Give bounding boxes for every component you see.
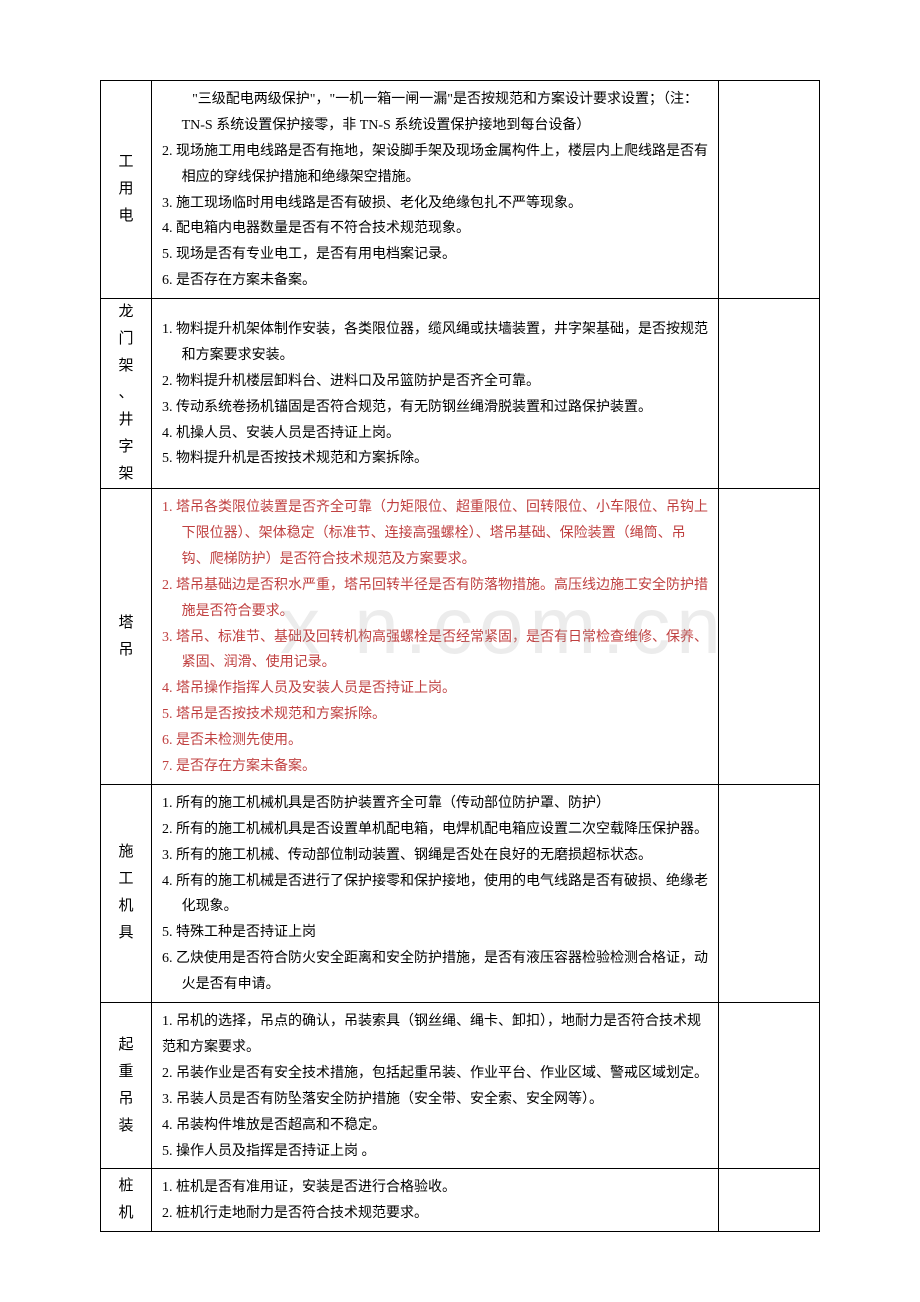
content-item: 6. 是否存在方案未备案。 [162,268,708,294]
content-item: 1. 吊机的选择，吊点的确认，吊装索具（钢丝绳、绳卡、卸扣），地耐力是否符合技术… [162,1009,708,1061]
row-label: 塔吊 [101,489,152,785]
content-item: 4. 所有的施工机械是否进行了保护接零和保护接地，使用的电气线路是否有破损、绝缘… [162,869,708,921]
content-item: 5. 物料提升机是否按技术规范和方案拆除。 [162,446,708,472]
row-blank [719,299,820,489]
content-item: 7. 是否存在方案未备案。 [162,754,708,780]
label-char: 重 [101,1059,151,1086]
label-char: 、 [101,380,151,407]
label-char: 工 [101,866,151,893]
content-item: 2. 物料提升机楼层卸料台、进料口及吊篮防护是否齐全可靠。 [162,369,708,395]
content-item: 3. 塔吊、标准节、基础及回转机构高强螺栓是否经常紧固，是否有日常检查维修、保养… [162,625,708,677]
table-row: 塔吊1. 塔吊各类限位装置是否齐全可靠（力矩限位、超重限位、回转限位、小车限位、… [101,489,820,785]
content-item: 5. 现场是否有专业电工，是否有用电档案记录。 [162,242,708,268]
content-item: 1. 物料提升机架体制作安装，各类限位器，缆风绳或扶墙装置，井字架基础，是否按规… [162,317,708,369]
label-char: 电 [101,203,151,230]
table-row: 起重吊装1. 吊机的选择，吊点的确认，吊装索具（钢丝绳、绳卡、卸扣），地耐力是否… [101,1003,820,1169]
row-label: 施工机具 [101,784,152,1002]
label-char: 井 [101,407,151,434]
row-blank [719,784,820,1002]
label-char: 桩 [101,1173,151,1200]
content-item: 2. 所有的施工机械机具是否设置单机配电箱，电焊机配电箱应设置二次空载降压保护器… [162,817,708,843]
row-label: 龙门架、井字架 [101,299,152,489]
content-item: 3. 吊装人员是否有防坠落安全防护措施（安全带、安全索、安全网等）。 [162,1087,708,1113]
row-content: 1. 桩机是否有准用证，安装是否进行合格验收。2. 桩机行走地耐力是否符合技术规… [152,1169,719,1232]
content-item: 5. 特殊工种是否持证上岗 [162,920,708,946]
row-label: 桩机 [101,1169,152,1232]
content-item: 2. 现场施工用电线路是否有拖地，架设脚手架及现场金属构件上，楼层内上爬线路是否… [162,139,708,191]
row-blank [719,81,820,299]
row-blank [719,1003,820,1169]
row-content: 1. 物料提升机架体制作安装，各类限位器，缆风绳或扶墙装置，井字架基础，是否按规… [152,299,719,489]
content-item: 3. 传动系统卷扬机锚固是否符合规范，有无防钢丝绳滑脱装置和过路保护装置。 [162,395,708,421]
content-item: "三级配电两级保护"，"一机一箱一闸一漏"是否按规范和方案设计要求设置；（注：T… [162,87,708,139]
label-char: 架 [101,353,151,380]
table-row: 工用电 "三级配电两级保护"，"一机一箱一闸一漏"是否按规范和方案设计要求设置；… [101,81,820,299]
row-content: 1. 所有的施工机械机具是否防护装置齐全可靠（传动部位防护罩、防护）2. 所有的… [152,784,719,1002]
label-char: 塔 [101,610,151,637]
label-char: 具 [101,920,151,947]
content-item: 5. 操作人员及指挥是否持证上岗 。 [162,1139,708,1165]
label-char: 字 [101,434,151,461]
label-char: 架 [101,461,151,488]
content-item: 2. 桩机行走地耐力是否符合技术规范要求。 [162,1201,708,1227]
row-content: 1. 塔吊各类限位装置是否齐全可靠（力矩限位、超重限位、回转限位、小车限位、吊钩… [152,489,719,785]
table-row: 施工机具1. 所有的施工机械机具是否防护装置齐全可靠（传动部位防护罩、防护）2.… [101,784,820,1002]
label-char: 用 [101,176,151,203]
content-item: 6. 是否未检测先使用。 [162,728,708,754]
content-item: 4. 机操人员、安装人员是否持证上岗。 [162,421,708,447]
content-item: 2. 塔吊基础边是否积水严重，塔吊回转半径是否有防落物措施。高压线边施工安全防护… [162,573,708,625]
content-item: 1. 所有的施工机械机具是否防护装置齐全可靠（传动部位防护罩、防护） [162,791,708,817]
label-char: 装 [101,1113,151,1140]
label-char: 吊 [101,637,151,664]
content-item: 4. 吊装构件堆放是否超高和不稳定。 [162,1113,708,1139]
row-content: 1. 吊机的选择，吊点的确认，吊装索具（钢丝绳、绳卡、卸扣），地耐力是否符合技术… [152,1003,719,1169]
table-row: 龙门架、井字架1. 物料提升机架体制作安装，各类限位器，缆风绳或扶墙装置，井字架… [101,299,820,489]
row-blank [719,1169,820,1232]
content-item: 4. 配电箱内电器数量是否有不符合技术规范现象。 [162,216,708,242]
row-label: 起重吊装 [101,1003,152,1169]
label-char: 施 [101,839,151,866]
label-char: 起 [101,1032,151,1059]
content-item: 1. 桩机是否有准用证，安装是否进行合格验收。 [162,1175,708,1201]
content-item: 3. 所有的施工机械、传动部位制动装置、钢绳是否处在良好的无磨损超标状态。 [162,843,708,869]
table-row: 桩机1. 桩机是否有准用证，安装是否进行合格验收。2. 桩机行走地耐力是否符合技… [101,1169,820,1232]
content-item: 3. 施工现场临时用电线路是否有破损、老化及绝缘包扎不严等现象。 [162,191,708,217]
inspection-table: 工用电 "三级配电两级保护"，"一机一箱一闸一漏"是否按规范和方案设计要求设置；… [100,80,820,1232]
label-char: 工 [101,149,151,176]
label-char: 龙 [101,299,151,326]
label-char: 吊 [101,1086,151,1113]
content-item: 1. 塔吊各类限位装置是否齐全可靠（力矩限位、超重限位、回转限位、小车限位、吊钩… [162,495,708,573]
content-item: 4. 塔吊操作指挥人员及安装人员是否持证上岗。 [162,676,708,702]
row-blank [719,489,820,785]
row-label: 工用电 [101,81,152,299]
row-content: "三级配电两级保护"，"一机一箱一闸一漏"是否按规范和方案设计要求设置；（注：T… [152,81,719,299]
content-item: 2. 吊装作业是否有安全技术措施，包括起重吊装、作业平台、作业区域、警戒区域划定… [162,1061,708,1087]
document-page: 工用电 "三级配电两级保护"，"一机一箱一闸一漏"是否按规范和方案设计要求设置；… [0,0,920,1272]
label-char: 门 [101,326,151,353]
content-item: 5. 塔吊是否按技术规范和方案拆除。 [162,702,708,728]
label-char: 机 [101,893,151,920]
label-char: 机 [101,1200,151,1227]
content-item: 6. 乙炔使用是否符合防火安全距离和安全防护措施，是否有液压容器检验检测合格证，… [162,946,708,998]
